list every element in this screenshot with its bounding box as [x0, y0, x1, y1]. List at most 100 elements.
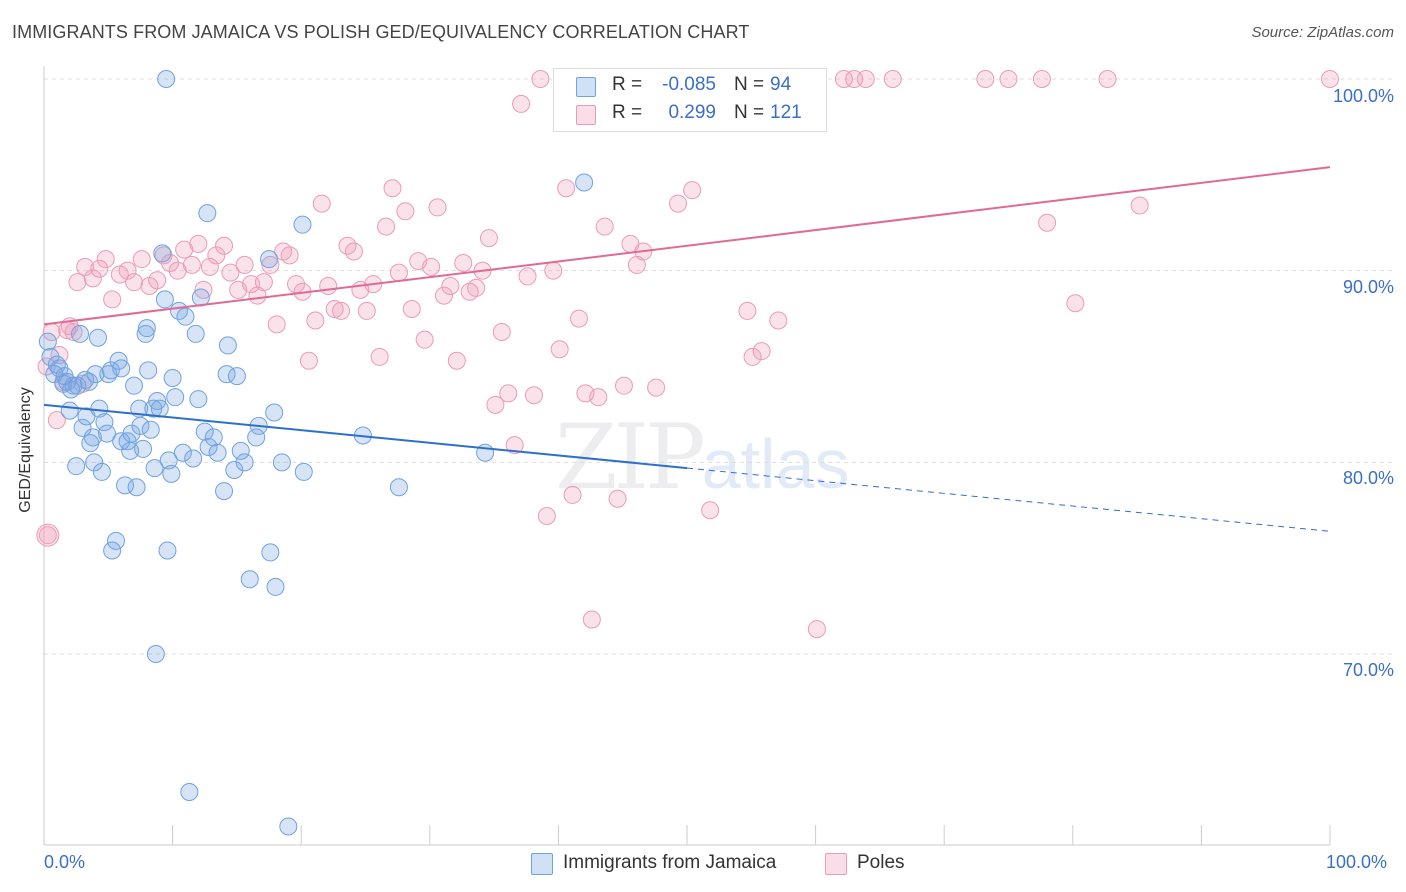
- point-poles: [1032, 70, 1051, 88]
- point-poles: [306, 311, 325, 330]
- point-poles: [544, 261, 563, 280]
- point-jamaica: [389, 478, 408, 497]
- point-jamaica: [227, 367, 246, 386]
- point-poles: [668, 194, 687, 213]
- point-poles: [614, 376, 633, 395]
- point-poles: [312, 194, 331, 213]
- point-jamaica: [107, 531, 126, 550]
- legend-swatch-blue: [576, 77, 596, 97]
- point-jamaica: [136, 324, 155, 343]
- point-poles: [537, 507, 556, 525]
- point-jamaica: [215, 482, 234, 501]
- legend-n-value: 94: [770, 74, 792, 95]
- point-jamaica: [112, 359, 131, 378]
- point-jamaica: [198, 204, 217, 223]
- point-poles: [402, 300, 421, 318]
- legend-row-jamaica: R = -0.085 N = 94: [554, 71, 826, 101]
- point-jamaica: [158, 541, 177, 560]
- point-poles: [1038, 213, 1057, 232]
- legend-r-value: 0.299: [668, 102, 716, 123]
- point-poles: [182, 255, 201, 274]
- point-poles: [415, 330, 434, 349]
- point-poles: [132, 250, 151, 269]
- y-tick-label-90: 90.0%: [1342, 277, 1394, 297]
- point-jamaica: [112, 432, 131, 451]
- point-poles: [807, 620, 826, 639]
- point-jamaica: [186, 324, 205, 343]
- point-jamaica: [89, 328, 108, 347]
- point-jamaica: [266, 577, 285, 596]
- point-poles: [512, 94, 531, 113]
- point-jamaica: [575, 173, 594, 192]
- point-poles: [447, 351, 466, 370]
- point-jamaica: [225, 461, 244, 479]
- point-poles: [90, 259, 109, 278]
- point-poles: [161, 254, 180, 272]
- point-poles: [752, 342, 771, 361]
- point-poles-large: [36, 523, 60, 547]
- point-jamaica: [64, 376, 83, 395]
- point-poles: [701, 501, 720, 520]
- point-jamaica: [180, 783, 199, 801]
- point-poles: [96, 250, 115, 269]
- point-jamaica: [218, 336, 237, 355]
- point-poles: [428, 198, 447, 217]
- source-label: Source: ZipAtlas.com: [1251, 24, 1394, 41]
- point-poles: [267, 315, 286, 334]
- trend-line-poles: [43, 166, 1331, 326]
- point-poles: [396, 202, 415, 221]
- point-poles: [834, 70, 853, 88]
- point-poles: [280, 246, 299, 265]
- point-jamaica: [293, 215, 312, 234]
- point-poles: [207, 246, 226, 265]
- point-jamaica: [153, 244, 172, 263]
- point-jamaica: [265, 403, 284, 422]
- point-jamaica: [184, 449, 203, 468]
- point-jamaica: [166, 388, 185, 407]
- y-tick-label-70: 70.0%: [1342, 660, 1394, 680]
- y-axis-label-wrap: GED/Equivalency: [6, 300, 46, 600]
- point-jamaica: [204, 428, 223, 447]
- point-jamaica: [163, 369, 182, 387]
- point-poles: [582, 610, 601, 629]
- point-jamaica: [208, 443, 227, 462]
- point-poles: [261, 255, 280, 274]
- point-poles: [319, 277, 338, 295]
- point-jamaica: [85, 453, 104, 472]
- legend-n-value: 121: [770, 102, 802, 123]
- point-jamaica: [141, 420, 160, 439]
- legend-r-value: -0.085: [662, 74, 716, 95]
- point-jamaica: [159, 451, 178, 470]
- legend-n-label: N =: [734, 74, 765, 95]
- point-poles: [357, 301, 376, 320]
- point-poles: [83, 269, 102, 288]
- point-poles: [683, 181, 702, 200]
- point-poles: [454, 254, 473, 272]
- point-jamaica: [80, 372, 99, 391]
- point-poles: [1066, 294, 1085, 313]
- point-poles: [254, 273, 273, 292]
- point-poles: [221, 263, 240, 282]
- point-jamaica: [157, 70, 176, 88]
- point-jamaica: [95, 413, 114, 432]
- point-jamaica: [86, 365, 105, 384]
- point-poles: [769, 311, 788, 330]
- legend-swatch-pink: [576, 105, 596, 125]
- legend-r-label: R =: [612, 102, 643, 123]
- y-tick-label-80: 80.0%: [1342, 468, 1394, 488]
- legend-r-label: R =: [612, 74, 643, 95]
- point-poles: [647, 378, 666, 397]
- point-poles: [486, 395, 505, 414]
- point-jamaica: [146, 645, 165, 663]
- point-poles: [200, 257, 219, 276]
- point-jamaica: [38, 332, 57, 351]
- point-poles: [569, 309, 588, 328]
- point-jamaica: [176, 307, 195, 326]
- point-poles: [1130, 196, 1149, 215]
- point-jamaica: [122, 424, 141, 443]
- legend-swatch-jamaica: [531, 853, 553, 875]
- point-poles: [118, 261, 137, 280]
- point-jamaica: [247, 428, 266, 447]
- point-poles: [148, 271, 167, 290]
